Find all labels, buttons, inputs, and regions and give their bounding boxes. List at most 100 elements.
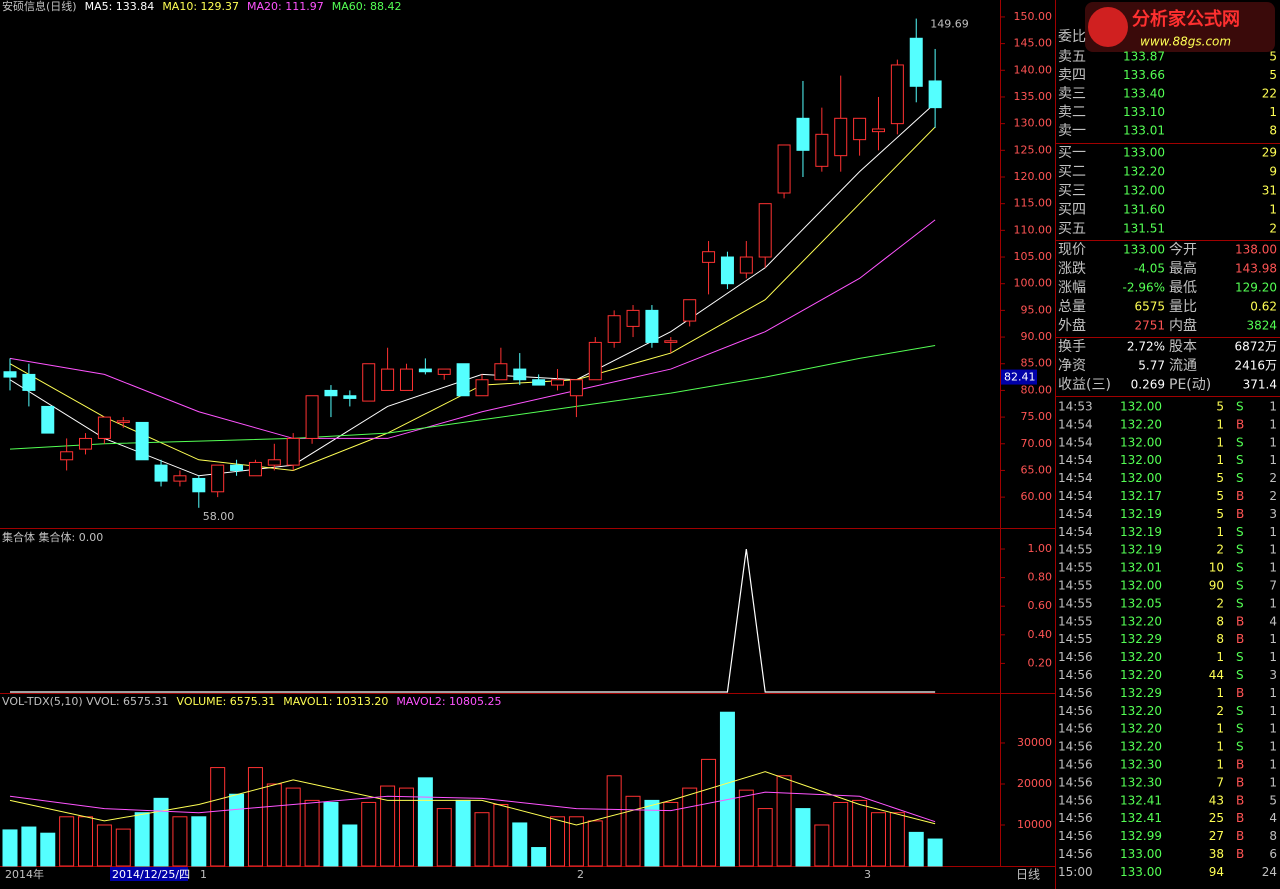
candle-body <box>626 309 640 327</box>
trade-price: 132.19 <box>1120 507 1162 521</box>
watermark-title: 分析家公式网 <box>1132 8 1240 30</box>
y-tick-label: 130.00 <box>1014 117 1053 130</box>
trade-vol: 25 <box>1209 811 1224 825</box>
book-vol: 5 <box>1269 50 1277 64</box>
book-price: 131.51 <box>1123 222 1165 236</box>
book-label: 卖二 <box>1058 105 1086 121</box>
ma-line <box>9 219 936 439</box>
trade-time: 14:56 <box>1058 775 1093 789</box>
book-vol: 29 <box>1262 146 1277 160</box>
trade-vol: 10 <box>1209 561 1224 575</box>
book-price: 133.00 <box>1123 146 1165 160</box>
volume-bar <box>606 775 622 867</box>
y-tick-label: 0.80 <box>1028 571 1053 584</box>
candle-body <box>286 437 300 466</box>
candle-body <box>97 416 111 439</box>
quote-value: -4.05 <box>1134 262 1165 276</box>
volume-bar <box>852 799 868 867</box>
trade-side: B <box>1236 417 1244 431</box>
volume-bar <box>285 787 301 867</box>
trade-vol: 2 <box>1216 596 1224 610</box>
candle-body <box>230 464 244 471</box>
trade-vol: 1 <box>1216 525 1224 539</box>
y-tick-label: 1.00 <box>1028 542 1053 555</box>
y-tick-label: 145.00 <box>1014 37 1053 50</box>
volume-bar <box>927 838 943 867</box>
quote-label: 涨幅 <box>1058 280 1086 296</box>
volume-bar <box>776 775 792 867</box>
trade-side: B <box>1236 686 1244 700</box>
trade-side: S <box>1236 543 1244 557</box>
candle-body <box>720 256 734 285</box>
quote-label: 流通 <box>1169 358 1197 374</box>
trade-vol: 1 <box>1216 740 1224 754</box>
trade-time: 14:56 <box>1058 847 1093 861</box>
trade-count: 1 <box>1269 775 1277 789</box>
volume-bar <box>172 816 188 867</box>
book-price: 133.10 <box>1123 105 1165 119</box>
trade-time: 14:54 <box>1058 435 1093 449</box>
trade-count: 1 <box>1269 722 1277 736</box>
volume-bar <box>78 816 94 867</box>
trade-count: 24 <box>1262 865 1277 879</box>
volume-title: VOL-TDX(5,10) VVOL: 6575.31 <box>2 695 169 708</box>
trade-side: S <box>1236 400 1244 414</box>
quote-value: 0.62 <box>1250 300 1277 314</box>
candle-body <box>22 373 36 391</box>
trade-price: 132.29 <box>1120 632 1162 646</box>
volume-bar <box>587 820 603 867</box>
trade-count: 6 <box>1269 847 1277 861</box>
trade-side: S <box>1236 668 1244 682</box>
book-label: 买四 <box>1058 202 1086 218</box>
trade-vol: 8 <box>1216 632 1224 646</box>
watermark-logo <box>1088 7 1128 47</box>
volume-bar <box>115 828 131 867</box>
candle-body <box>3 371 17 378</box>
trade-time: 14:56 <box>1058 704 1093 718</box>
volume-bar <box>757 808 773 867</box>
trade-side: B <box>1236 793 1244 807</box>
volume-label: MAVOL2: 10805.25 <box>396 695 501 708</box>
stock-name: 安硕信息(日线) <box>2 0 77 13</box>
y-tick-label: 65.00 <box>1021 463 1053 476</box>
trade-count: 1 <box>1269 740 1277 754</box>
volume-bar <box>304 799 320 867</box>
trade-time: 14:55 <box>1058 579 1093 593</box>
quote-value: 6872万 <box>1234 340 1277 354</box>
book-price: 133.87 <box>1123 50 1165 64</box>
quote-value: -2.96% <box>1123 281 1165 295</box>
volume-bar <box>644 799 660 867</box>
quote-label: 最低 <box>1169 280 1197 296</box>
volume-bar <box>21 826 37 867</box>
quote-label: 最高 <box>1169 260 1197 277</box>
book-label: 买五 <box>1058 221 1086 237</box>
y-tick-label: 75.00 <box>1021 410 1053 423</box>
book-label: 买一 <box>1058 145 1086 161</box>
book-vol: 31 <box>1262 184 1277 198</box>
book-label: 卖四 <box>1058 68 1086 84</box>
volume-bar <box>229 793 245 867</box>
volume-bar <box>568 816 584 867</box>
volume-bar <box>266 783 282 867</box>
book-price: 131.60 <box>1123 203 1165 217</box>
quote-label: PE(动) <box>1169 377 1211 393</box>
volume-bar <box>908 831 924 867</box>
trade-vol: 1 <box>1216 650 1224 664</box>
y-tick-label: 20000 <box>1017 777 1052 790</box>
quote-value: 3824 <box>1246 319 1277 333</box>
ma-label: MA20: 111.97 <box>247 0 324 13</box>
trade-price: 132.20 <box>1120 740 1162 754</box>
trade-vol: 38 <box>1209 847 1224 861</box>
y-tick-label: 135.00 <box>1014 90 1053 103</box>
cursor-label: 82.41 <box>1004 371 1036 384</box>
book-title: 委比 <box>1058 29 1086 45</box>
trade-price: 133.00 <box>1120 865 1162 879</box>
volume-bar <box>814 824 830 867</box>
trade-price: 132.00 <box>1120 579 1162 593</box>
quote-value: 0.269 <box>1131 378 1165 392</box>
trade-side: S <box>1236 579 1244 593</box>
watermark-box <box>1085 2 1275 52</box>
volume-bar <box>701 758 717 867</box>
trade-side: B <box>1236 758 1244 772</box>
volume-bar <box>474 812 490 867</box>
